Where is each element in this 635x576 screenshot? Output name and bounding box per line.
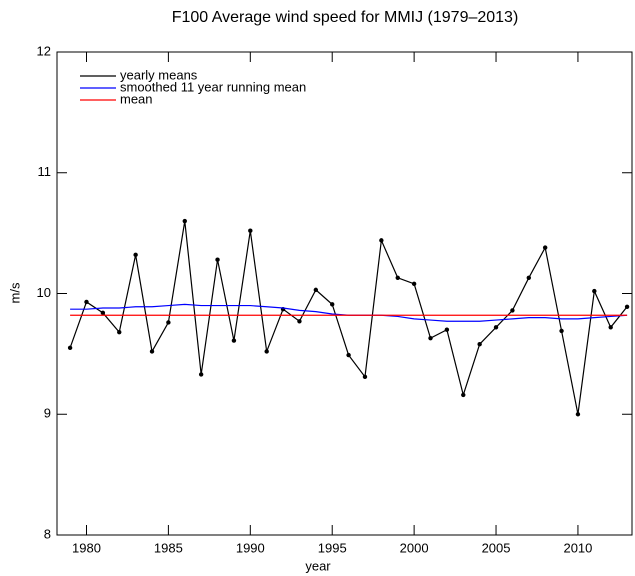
point [608,325,613,330]
point [592,288,597,294]
point [297,319,302,324]
point [313,287,319,293]
point [477,342,482,347]
x-tick-label: 1995 [318,540,347,555]
point [215,257,220,262]
legend-label: smoothed 11 year running mean [120,79,306,94]
point [379,238,384,243]
y-tick-label: 10 [37,285,51,300]
series-line [70,303,628,322]
x-tick-label: 1980 [72,540,101,555]
point [346,352,351,358]
x-tick-label: 2010 [563,540,592,555]
x-tick-label: 1985 [154,540,183,555]
point [264,349,269,354]
point [461,392,466,398]
point [624,304,630,309]
point [133,252,138,258]
point [84,299,89,305]
point [428,335,433,341]
point [362,374,368,380]
point [444,327,450,332]
chart-title: F100 Average wind speed for MMIJ (1979–2… [172,9,519,26]
y-tick-label: 9 [44,406,51,421]
y-axis-label: m/s [7,282,22,303]
point [330,302,335,307]
x-tick-label: 2005 [482,540,511,555]
x-tick-label: 2000 [400,540,429,555]
point [231,338,237,343]
point [117,329,122,335]
plot-frame [56,51,633,536]
point [166,320,171,325]
point [575,412,581,417]
point [526,275,531,281]
y-tick-label: 12 [37,43,51,58]
legend-label: mean [120,91,153,106]
point [149,349,155,354]
x-axis-label: year [305,558,331,573]
y-tick-label: 8 [44,526,51,541]
point [182,218,187,224]
point [248,228,253,233]
x-tick-label: 1990 [236,540,265,555]
point [493,325,499,330]
point [411,281,417,287]
y-tick-label: 11 [38,164,52,179]
point [67,345,73,351]
point [542,245,548,250]
point [510,308,515,313]
point [395,275,400,281]
point [559,328,564,334]
point [198,372,204,377]
point [100,310,106,316]
legend-label: yearly means [120,67,198,82]
